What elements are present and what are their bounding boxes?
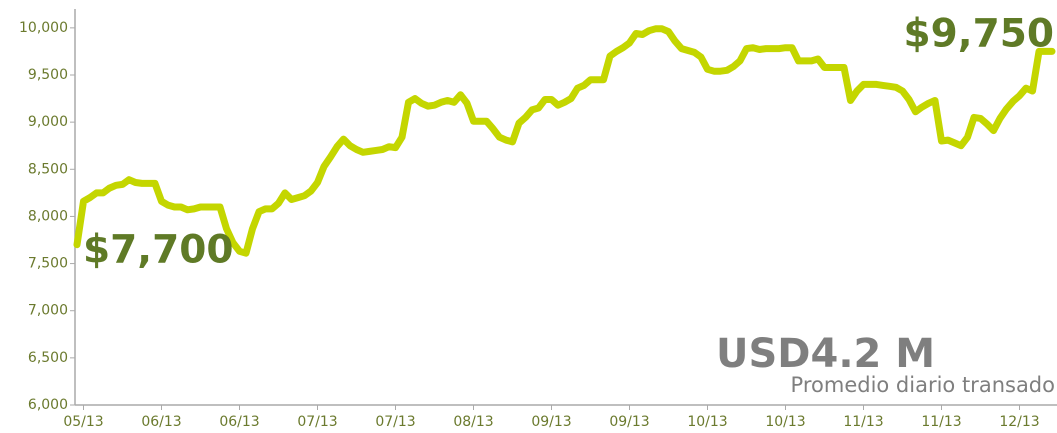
y-tick-label: 9,000 <box>28 114 68 130</box>
x-tick-label: 08/13 <box>453 414 493 430</box>
y-tick-label: 7,500 <box>28 256 68 272</box>
x-tick-label: 05/13 <box>63 414 103 430</box>
x-tick-label: 11/13 <box>843 414 883 430</box>
x-tick-label: 10/13 <box>765 414 805 430</box>
x-tick-label: 07/13 <box>297 414 337 430</box>
y-tick-label: 6,500 <box>28 350 68 366</box>
end-annotation: $9,750 <box>904 12 1055 57</box>
x-tick-label: 12/13 <box>999 414 1039 430</box>
x-tick-label: 07/13 <box>375 414 415 430</box>
total-annotation: USD4.2 M <box>716 331 935 377</box>
start-annotation: $7,700 <box>83 228 234 273</box>
y-tick-label: 8,500 <box>28 161 68 177</box>
y-tick-label: 6,000 <box>28 397 68 413</box>
x-tick-label: 09/13 <box>609 414 649 430</box>
y-tick-label: 8,000 <box>28 208 68 224</box>
x-tick-label: 06/13 <box>219 414 259 430</box>
y-tick-label: 10,000 <box>19 20 68 36</box>
x-tick-label: 06/13 <box>141 414 181 430</box>
y-tick-label: 7,000 <box>28 303 68 319</box>
price-line <box>73 25 1056 257</box>
x-tick-label: 11/13 <box>921 414 961 430</box>
x-tick-label: 09/13 <box>531 414 571 430</box>
x-tick-label: 10/13 <box>687 414 727 430</box>
y-tick-label: 9,500 <box>28 67 68 83</box>
subtitle-annotation: Promedio diario transado <box>791 373 1055 397</box>
